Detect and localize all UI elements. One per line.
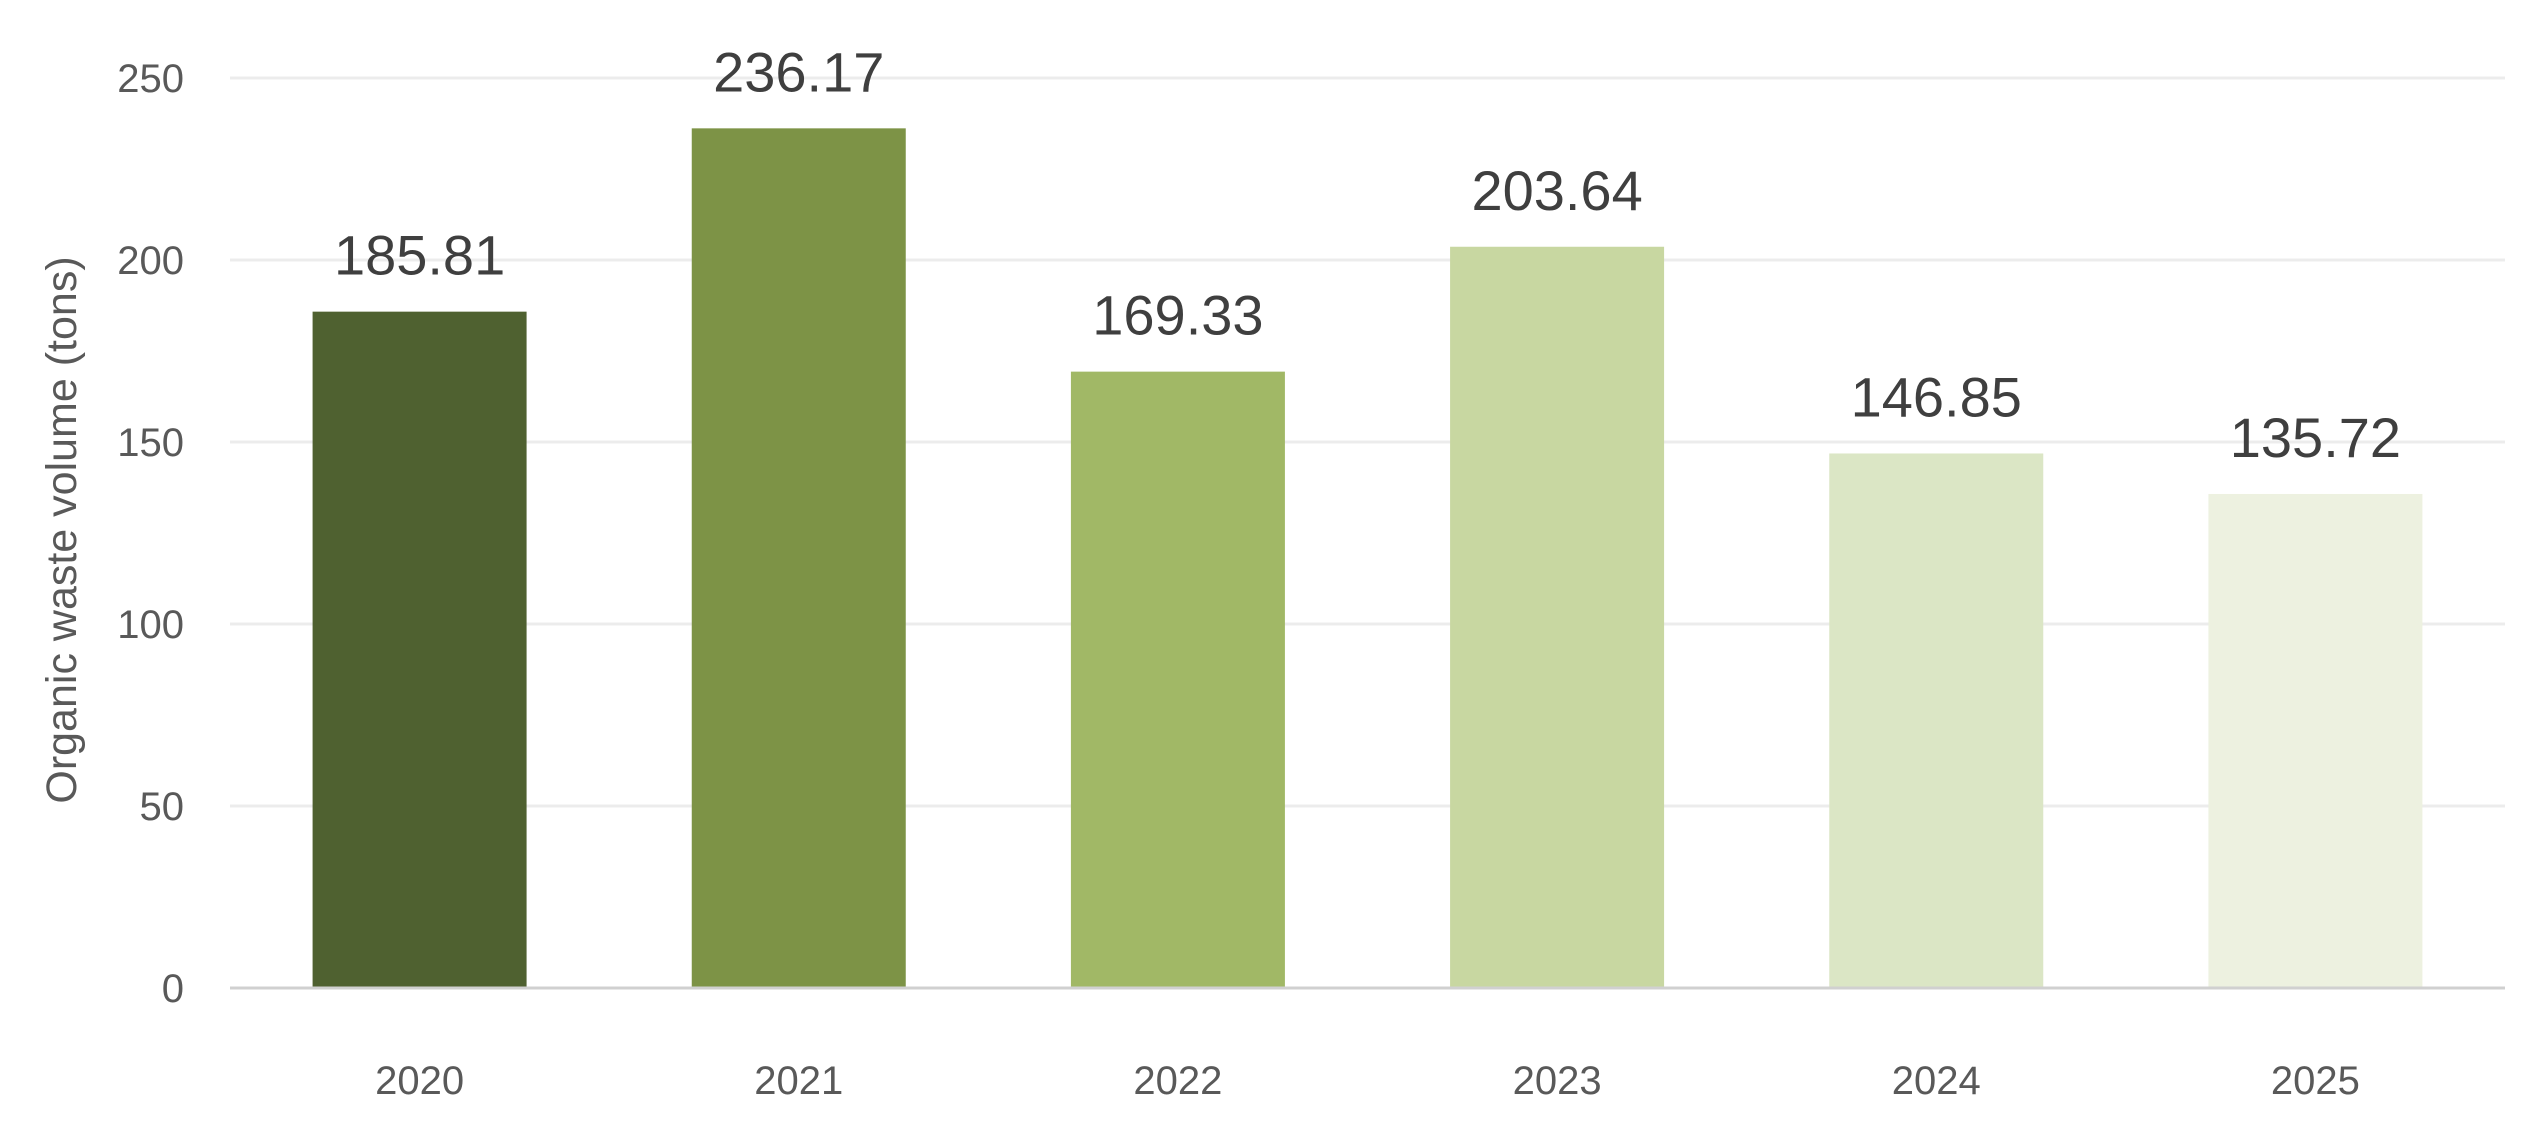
y-axis-ticks: 0 50 100 150 200 250 [117, 57, 184, 1011]
gridlines [230, 76, 2505, 808]
data-label-2022: 169.33 [1092, 284, 1263, 347]
y-tick-label: 150 [117, 421, 184, 465]
data-label-2024: 146.85 [1851, 365, 2022, 428]
x-tick-label-2024: 2024 [1892, 1059, 1981, 1103]
y-axis-title: Organic waste volume (tons) [38, 256, 86, 803]
bars [312, 128, 2423, 989]
x-tick-label-2023: 2023 [1513, 1059, 1602, 1103]
x-tick-label-2021: 2021 [754, 1059, 843, 1103]
y-tick-label: 0 [162, 967, 184, 1011]
bar-2022 [1070, 371, 1285, 988]
bar-2023 [1450, 246, 1665, 989]
x-tick-label-2020: 2020 [375, 1059, 464, 1103]
data-labels: 185.81 236.17 169.33 203.64 146.85 135.72 [334, 40, 2401, 469]
y-tick-label: 100 [117, 603, 184, 647]
bar-2020 [312, 311, 527, 988]
y-tick-label: 250 [117, 57, 184, 101]
y-tick-label: 200 [117, 239, 184, 283]
data-label-2020: 185.81 [334, 224, 505, 287]
bar-2024 [1829, 453, 2044, 988]
data-label-2025: 135.72 [2230, 406, 2401, 469]
bar-2021 [691, 128, 906, 989]
x-axis-ticks: 2020 2021 2022 2023 2024 2025 [375, 1059, 2360, 1103]
bar-2025 [2208, 493, 2423, 988]
x-tick-label-2025: 2025 [2271, 1059, 2360, 1103]
data-label-2021: 236.17 [713, 40, 884, 103]
x-tick-label-2022: 2022 [1133, 1059, 1222, 1103]
data-label-2023: 203.64 [1471, 159, 1642, 222]
y-tick-label: 50 [140, 785, 185, 829]
